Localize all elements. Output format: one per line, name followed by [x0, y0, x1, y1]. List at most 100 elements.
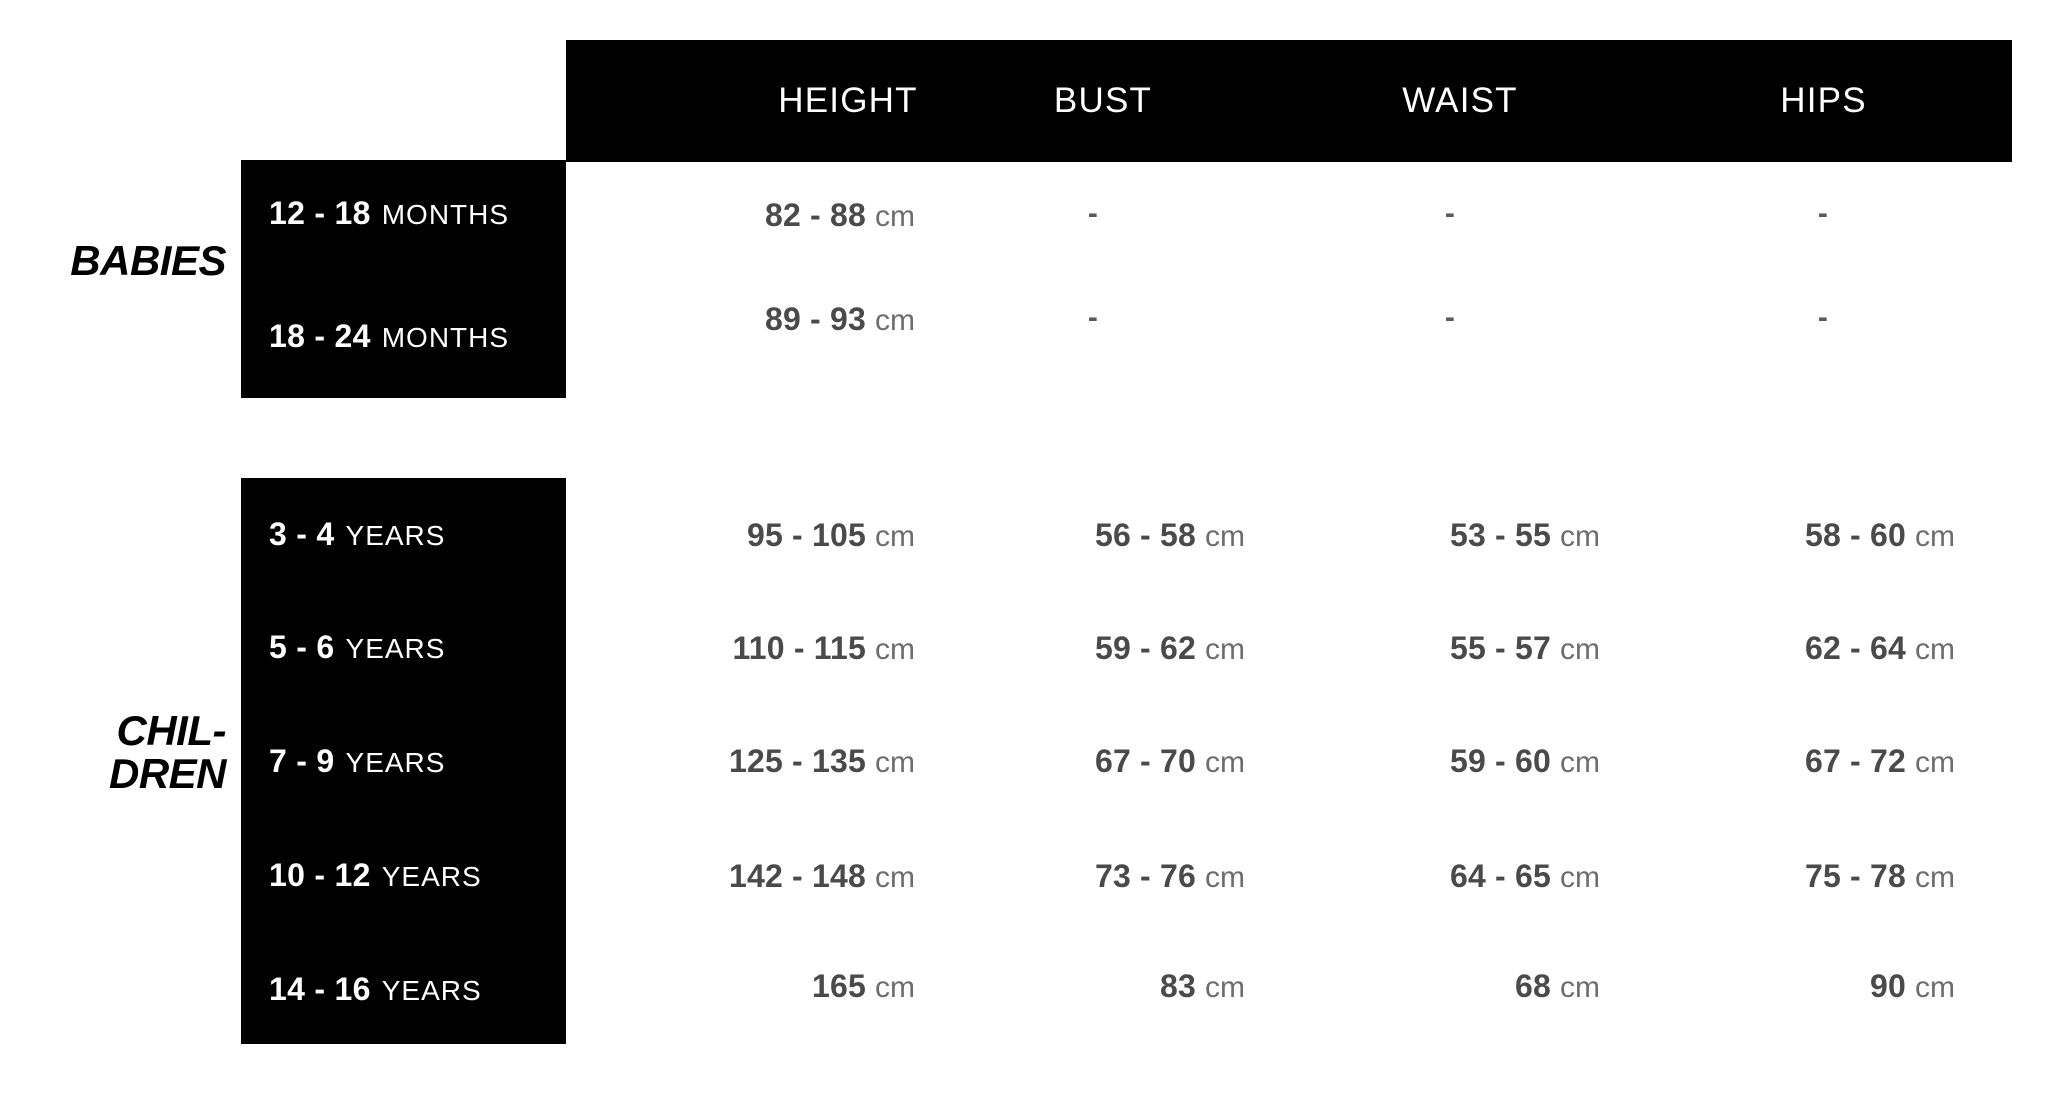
size-label-5-6-years: 5 - 6 YEARS [269, 629, 445, 666]
cell-unit: cm [1205, 746, 1245, 779]
cell-value: 75 - 78 [1804, 858, 1906, 894]
size-label-block-babies: 12 - 18 MONTHS 18 - 24 MONTHS [241, 160, 566, 398]
cell-value: 59 - 60 [1449, 743, 1551, 779]
cell-bust-3-4-years: 56 - 58 cm [945, 517, 1245, 554]
cell-unit: cm [1915, 520, 1955, 553]
size-label-block-children: 3 - 4 YEARS 5 - 6 YEARS 7 - 9 YEARS 10 -… [241, 478, 566, 1044]
cell-value: - [1817, 197, 1829, 230]
cell-waist-5-6-years: 55 - 57 cm [1300, 630, 1600, 667]
size-range: 3 - 4 [269, 516, 335, 552]
cell-bust-14-16-years: 83 cm [945, 968, 1245, 1005]
size-range: 14 - 16 [269, 971, 371, 1007]
cell-unit: cm [875, 971, 915, 1004]
cell-bust-7-9-years: 67 - 70 cm [945, 743, 1245, 780]
cell-unit: cm [1205, 861, 1245, 894]
size-range: 18 - 24 [269, 318, 371, 354]
cell-unit: cm [875, 520, 915, 553]
cell-hips-7-9-years: 67 - 72 cm [1655, 743, 1955, 780]
size-unit: YEARS [345, 747, 446, 778]
cell-value: - [1087, 197, 1099, 230]
cell-value: - [1444, 197, 1456, 230]
cell-value: 59 - 62 [1094, 630, 1196, 666]
cell-waist-12-18-months: - [1350, 197, 1550, 231]
cell-unit: cm [1915, 746, 1955, 779]
size-unit: YEARS [381, 861, 482, 892]
size-unit: YEARS [381, 975, 482, 1006]
cell-value: 73 - 76 [1094, 858, 1196, 894]
cell-value: 165 [812, 968, 866, 1004]
cell-value: 67 - 70 [1094, 743, 1196, 779]
cell-value: 55 - 57 [1449, 630, 1551, 666]
cell-unit: cm [875, 304, 915, 337]
cell-unit: cm [1915, 633, 1955, 666]
cell-height-14-16-years: 165 cm [600, 968, 915, 1005]
cell-value: 68 [1515, 968, 1551, 1004]
size-unit: MONTHS [381, 199, 510, 230]
cell-waist-18-24-months: - [1350, 301, 1550, 335]
cell-bust-18-24-months: - [993, 301, 1193, 335]
cell-value: - [1817, 301, 1829, 334]
group-label-babies: BABIES [70, 237, 226, 284]
cell-value: 64 - 65 [1449, 858, 1551, 894]
cell-bust-10-12-years: 73 - 76 cm [945, 858, 1245, 895]
cell-value: 82 - 88 [764, 197, 866, 233]
cell-unit: cm [1560, 633, 1600, 666]
column-header-hips: HIPS [1780, 81, 1867, 120]
column-header-height: HEIGHT [778, 81, 918, 120]
size-label-12-18-months: 12 - 18 MONTHS [269, 195, 509, 232]
column-header-bust: BUST [1053, 81, 1153, 120]
cell-value: 89 - 93 [764, 301, 866, 337]
cell-waist-7-9-years: 59 - 60 cm [1300, 743, 1600, 780]
cell-value: 67 - 72 [1804, 743, 1906, 779]
cell-height-7-9-years: 125 - 135 cm [600, 743, 915, 780]
cell-unit: cm [875, 633, 915, 666]
cell-unit: cm [1560, 746, 1600, 779]
size-range: 12 - 18 [269, 195, 371, 231]
cell-hips-5-6-years: 62 - 64 cm [1655, 630, 1955, 667]
cell-unit: cm [1915, 861, 1955, 894]
cell-height-18-24-months: 89 - 93 cm [600, 301, 915, 338]
cell-hips-12-18-months: - [1723, 197, 1923, 231]
size-label-7-9-years: 7 - 9 YEARS [269, 743, 445, 780]
size-unit: MONTHS [381, 322, 510, 353]
size-unit: YEARS [345, 633, 446, 664]
cell-unit: cm [875, 861, 915, 894]
cell-value: 58 - 60 [1804, 517, 1906, 553]
cell-value: 83 [1160, 968, 1196, 1004]
cell-unit: cm [875, 200, 915, 233]
cell-hips-10-12-years: 75 - 78 cm [1655, 858, 1955, 895]
cell-height-5-6-years: 110 - 115 cm [600, 630, 916, 667]
cell-waist-3-4-years: 53 - 55 cm [1300, 517, 1600, 554]
cell-value: 142 - 148 [728, 858, 866, 894]
cell-value: 95 - 105 [746, 517, 866, 553]
size-label-3-4-years: 3 - 4 YEARS [269, 516, 445, 553]
cell-unit: cm [1560, 520, 1600, 553]
group-label-children: CHIL- DREN [108, 707, 227, 797]
cell-unit: cm [1560, 861, 1600, 894]
cell-waist-10-12-years: 64 - 65 cm [1300, 858, 1600, 895]
cell-bust-5-6-years: 59 - 62 cm [945, 630, 1245, 667]
cell-height-10-12-years: 142 - 148 cm [600, 858, 915, 895]
cell-bust-12-18-months: - [993, 197, 1193, 231]
cell-unit: cm [1915, 971, 1955, 1004]
cell-hips-18-24-months: - [1723, 301, 1923, 335]
cell-value: 125 - 135 [728, 743, 866, 779]
column-header-waist: WAIST [1402, 81, 1518, 120]
cell-hips-14-16-years: 90 cm [1655, 968, 1955, 1005]
size-label-18-24-months: 18 - 24 MONTHS [269, 318, 509, 355]
size-range: 5 - 6 [269, 629, 335, 665]
cell-value: 110 - 115 [732, 630, 866, 666]
table-header-bar: HEIGHT BUST WAIST HIPS [566, 40, 2012, 162]
cell-value: 53 - 55 [1449, 517, 1551, 553]
cell-value: 90 [1870, 968, 1906, 1004]
size-range: 7 - 9 [269, 743, 335, 779]
cell-height-12-18-months: 82 - 88 cm [600, 197, 915, 234]
cell-value: 56 - 58 [1094, 517, 1196, 553]
cell-height-3-4-years: 95 - 105 cm [600, 517, 915, 554]
cell-unit: cm [1205, 971, 1245, 1004]
cell-value: - [1444, 301, 1456, 334]
size-unit: YEARS [345, 520, 446, 551]
cell-unit: cm [875, 746, 915, 779]
size-label-14-16-years: 14 - 16 YEARS [269, 971, 482, 1008]
